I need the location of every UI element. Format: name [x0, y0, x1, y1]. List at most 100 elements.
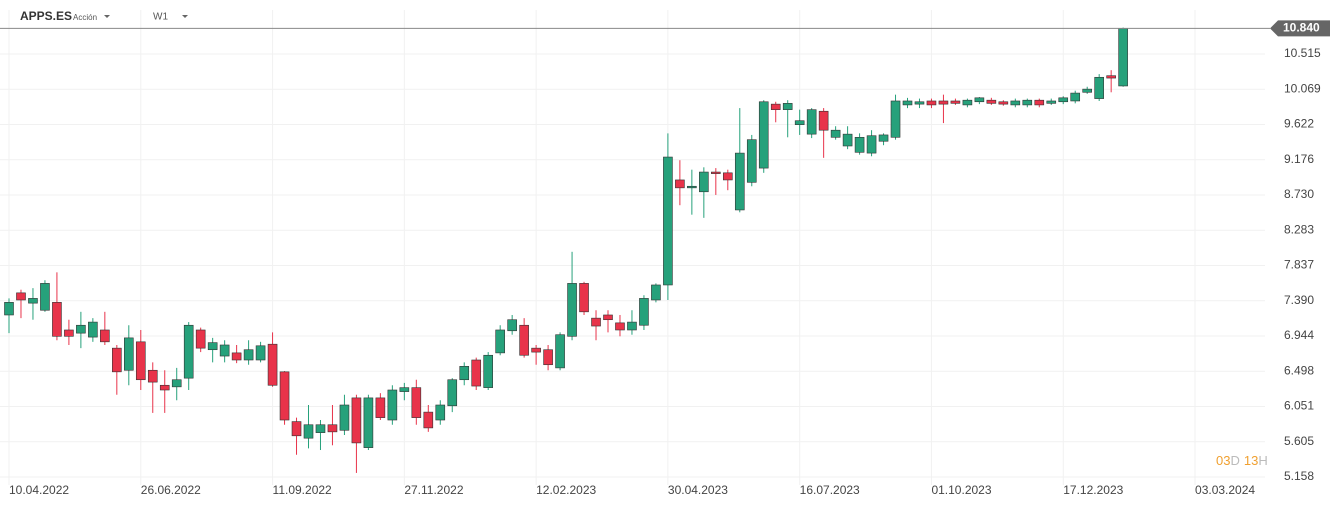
y-tick-label: 9.176	[1284, 152, 1314, 166]
candle-body	[890, 100, 901, 138]
candle-body	[579, 283, 589, 313]
candle-body	[818, 110, 829, 131]
candle-body	[4, 302, 14, 316]
candle-body	[1010, 100, 1021, 106]
candle-body	[1082, 88, 1092, 93]
grid	[0, 10, 1265, 485]
candle-body	[1070, 92, 1081, 102]
x-tick-label: 27.11.2022	[404, 483, 463, 497]
candle-body	[1118, 28, 1128, 87]
candle-body	[1094, 76, 1104, 99]
y-tick-label: 6.944	[1284, 328, 1314, 342]
candle-body	[962, 99, 973, 106]
candle-body	[459, 366, 470, 381]
candle-body	[531, 347, 541, 353]
candle-body	[854, 136, 865, 153]
y-tick-label: 10.069	[1284, 81, 1321, 95]
candle-body	[866, 135, 877, 154]
price-tag-label: 10.840	[1283, 20, 1320, 34]
dropdown-arrow	[104, 15, 110, 18]
candle-body	[842, 133, 853, 147]
candle-body	[399, 387, 410, 392]
candle-body	[351, 397, 362, 444]
candle-body	[375, 397, 386, 418]
candle-body	[615, 322, 625, 331]
candle-body	[195, 329, 206, 349]
y-tick-label: 6.498	[1284, 363, 1314, 377]
header: APPS.ES Acción W1	[8, 6, 198, 28]
candle-body	[914, 101, 925, 105]
candle-body	[255, 345, 266, 361]
timeframe: W1	[153, 12, 168, 23]
candle-body	[100, 329, 110, 343]
candle-body	[327, 424, 338, 433]
x-tick-label: 01.10.2023	[931, 483, 991, 497]
candle-body	[687, 185, 697, 189]
candle-body	[663, 156, 673, 286]
y-tick-label: 7.390	[1284, 293, 1314, 307]
candle-body	[758, 101, 769, 169]
y-tick-label: 5.158	[1284, 469, 1314, 483]
timeframe-selector[interactable]	[140, 6, 198, 28]
candle-body	[483, 354, 494, 388]
x-tick-label: 10.04.2022	[9, 483, 69, 497]
countdown-days: 03	[1216, 453, 1230, 468]
candle-body	[64, 329, 74, 337]
y-tick-label: 5.605	[1284, 434, 1314, 448]
candle-body	[243, 349, 254, 361]
candle-body	[291, 421, 302, 437]
candle-body	[926, 100, 937, 106]
countdown-hours-unit: H	[1258, 453, 1267, 468]
candle-body	[627, 321, 637, 331]
candle-body	[28, 298, 38, 304]
candle-body	[363, 397, 374, 448]
candle-body	[315, 424, 326, 433]
candle-body	[435, 404, 446, 421]
candle-body	[159, 384, 170, 391]
candle-body	[471, 359, 482, 387]
y-tick-label: 7.837	[1284, 258, 1314, 272]
candle-body	[423, 411, 434, 429]
candle-body	[231, 352, 242, 361]
candle-body	[1106, 75, 1116, 79]
candle-body	[806, 109, 817, 135]
dropdown-arrow	[182, 15, 188, 18]
candle-body	[1022, 99, 1033, 106]
x-tick-label: 03.03.2024	[1195, 483, 1255, 497]
x-tick-label: 30.04.2023	[668, 483, 728, 497]
candle-body	[734, 152, 745, 211]
y-tick-label: 10.515	[1284, 46, 1321, 60]
candle-body	[830, 129, 841, 138]
candle-body	[986, 99, 997, 104]
candle-body	[1046, 100, 1057, 104]
symbol-selector[interactable]	[8, 6, 120, 28]
candle-body	[40, 283, 50, 311]
candle-body	[387, 389, 398, 421]
candle-body	[603, 314, 613, 321]
candle-body	[1058, 97, 1069, 103]
candle-body	[878, 134, 889, 142]
candle-body	[76, 324, 86, 334]
y-tick-label: 8.730	[1284, 187, 1314, 201]
candle-body	[591, 317, 601, 327]
x-tick-label: 16.07.2023	[800, 483, 860, 497]
candle-body	[794, 120, 805, 125]
candle-body	[303, 424, 314, 439]
candle-body	[639, 298, 649, 326]
candle-body	[974, 97, 985, 103]
candle-body	[651, 284, 661, 301]
countdown: 03D 13H	[1216, 453, 1268, 468]
candle-body	[183, 324, 194, 379]
candle-body	[219, 344, 230, 357]
candle-body	[950, 100, 961, 104]
y-tick-label: 9.622	[1284, 117, 1314, 131]
candle-body	[782, 103, 793, 110]
candle-body	[543, 349, 553, 366]
countdown-hours: 13	[1244, 453, 1258, 468]
candle-body	[902, 100, 913, 106]
candle-body	[722, 172, 733, 181]
y-tick-label: 6.051	[1284, 399, 1314, 413]
x-tick-label: 12.02.2023	[536, 483, 596, 497]
candle-body	[519, 324, 529, 356]
